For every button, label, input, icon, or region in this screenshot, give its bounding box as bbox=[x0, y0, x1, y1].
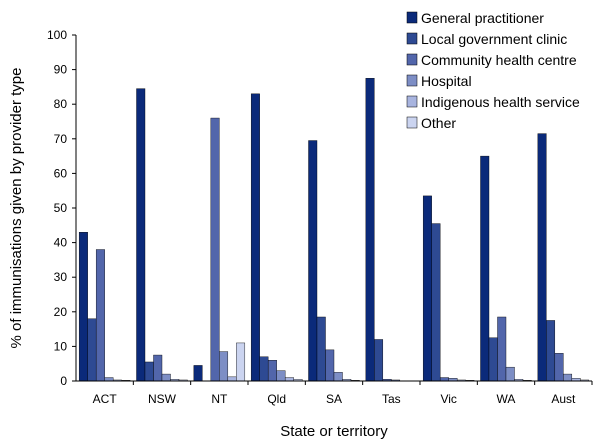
legend-label-other: Other bbox=[421, 115, 456, 131]
y-tick-label-0: 0 bbox=[60, 374, 67, 388]
x-tick-label-aust: Aust bbox=[551, 392, 576, 406]
legend-label-general-practitioner: General practitioner bbox=[421, 10, 544, 26]
bars-group bbox=[78, 78, 590, 382]
bar-qld-indigenous-health-service bbox=[284, 377, 294, 382]
x-axis-label: State or territory bbox=[280, 423, 388, 440]
y-tick-label-40: 40 bbox=[54, 236, 68, 250]
bar-vic-community-health-centre bbox=[439, 377, 449, 382]
bar-act-hospital bbox=[104, 377, 114, 382]
bar-sa-hospital bbox=[333, 372, 343, 382]
y-tick-label-10: 10 bbox=[54, 339, 68, 353]
legend-swatch-hospital bbox=[406, 74, 418, 87]
x-ticks-group: ACT NSW NT Qld SA Tas Vic WA Aust bbox=[93, 381, 593, 406]
y-tick-label-20: 20 bbox=[54, 305, 68, 319]
bar-wa-general-practitioner bbox=[480, 155, 490, 382]
y-ticks-group: 0 10 20 30 40 50 60 70 80 90 100 bbox=[47, 28, 76, 388]
bar-sa-community-health-centre bbox=[325, 349, 335, 382]
bar-nt-general-practitioner bbox=[193, 365, 203, 382]
legend-swatch-other bbox=[406, 116, 418, 129]
bar-wa-community-health-centre bbox=[497, 316, 507, 382]
y-tick-label-30: 30 bbox=[54, 270, 68, 284]
x-tick-label-nt: NT bbox=[211, 392, 228, 406]
y-tick-label-50: 50 bbox=[54, 201, 68, 215]
legend-label-local-government-clinic: Local government clinic bbox=[421, 31, 567, 47]
legend-label-indigenous-health-service: Indigenous health service bbox=[421, 94, 580, 110]
legend-label-community-health-centre: Community health centre bbox=[421, 52, 577, 68]
y-tick-label-60: 60 bbox=[54, 166, 68, 180]
bar-nsw-local-government-clinic bbox=[144, 361, 154, 382]
x-tick-label-tas: Tas bbox=[382, 392, 401, 406]
x-tick-label-vic: Vic bbox=[440, 392, 456, 406]
bar-qld-local-government-clinic bbox=[259, 356, 269, 382]
x-tick-label-qld: Qld bbox=[267, 392, 286, 406]
y-tick-label-90: 90 bbox=[54, 63, 68, 77]
x-tick-label-sa: SA bbox=[326, 392, 342, 406]
bar-nsw-hospital bbox=[161, 373, 171, 382]
legend-swatch-local-government-clinic bbox=[406, 32, 418, 45]
bar-qld-hospital bbox=[276, 370, 286, 382]
bar-aust-community-health-centre bbox=[554, 353, 564, 382]
bar-nt-other bbox=[236, 342, 246, 382]
bar-aust-general-practitioner bbox=[537, 133, 547, 382]
legend-label-hospital: Hospital bbox=[421, 73, 472, 89]
x-tick-label-nsw: NSW bbox=[148, 392, 177, 406]
bar-nt-community-health-centre bbox=[210, 117, 220, 382]
bar-vic-local-government-clinic bbox=[431, 223, 441, 382]
bar-vic-general-practitioner bbox=[422, 195, 432, 382]
bar-wa-hospital bbox=[505, 366, 515, 382]
y-tick-label-100: 100 bbox=[47, 28, 67, 42]
y-axis-label: % of immunisations given by provider typ… bbox=[8, 68, 25, 349]
y-tick-label-80: 80 bbox=[54, 97, 68, 111]
bar-aust-local-government-clinic bbox=[546, 320, 556, 382]
x-tick-label-wa: WA bbox=[497, 392, 516, 406]
bar-tas-local-government-clinic bbox=[374, 339, 384, 382]
legend: General practitioner Local government cli… bbox=[406, 10, 580, 131]
bar-sa-local-government-clinic bbox=[316, 316, 326, 382]
bar-sa-general-practitioner bbox=[308, 140, 318, 382]
bar-qld-general-practitioner bbox=[250, 93, 260, 382]
legend-swatch-community-health-centre bbox=[406, 53, 418, 66]
legend-swatch-indigenous-health-service bbox=[406, 95, 418, 108]
bar-nsw-community-health-centre bbox=[153, 354, 163, 382]
bar-nt-hospital bbox=[219, 351, 229, 382]
bar-qld-community-health-centre bbox=[267, 360, 277, 382]
legend-swatch-general-practitioner bbox=[406, 11, 418, 24]
bar-wa-local-government-clinic bbox=[488, 337, 498, 382]
bar-tas-general-practitioner bbox=[365, 78, 375, 382]
y-tick-label-70: 70 bbox=[54, 132, 68, 146]
bar-nt-indigenous-health-service bbox=[227, 376, 237, 382]
bar-act-local-government-clinic bbox=[87, 318, 97, 382]
bar-nsw-general-practitioner bbox=[136, 88, 146, 382]
x-tick-label-act: ACT bbox=[93, 392, 118, 406]
bar-act-general-practitioner bbox=[78, 232, 88, 382]
bar-act-community-health-centre bbox=[95, 249, 105, 382]
bar-aust-hospital bbox=[563, 373, 573, 382]
axes-group bbox=[75, 35, 592, 382]
